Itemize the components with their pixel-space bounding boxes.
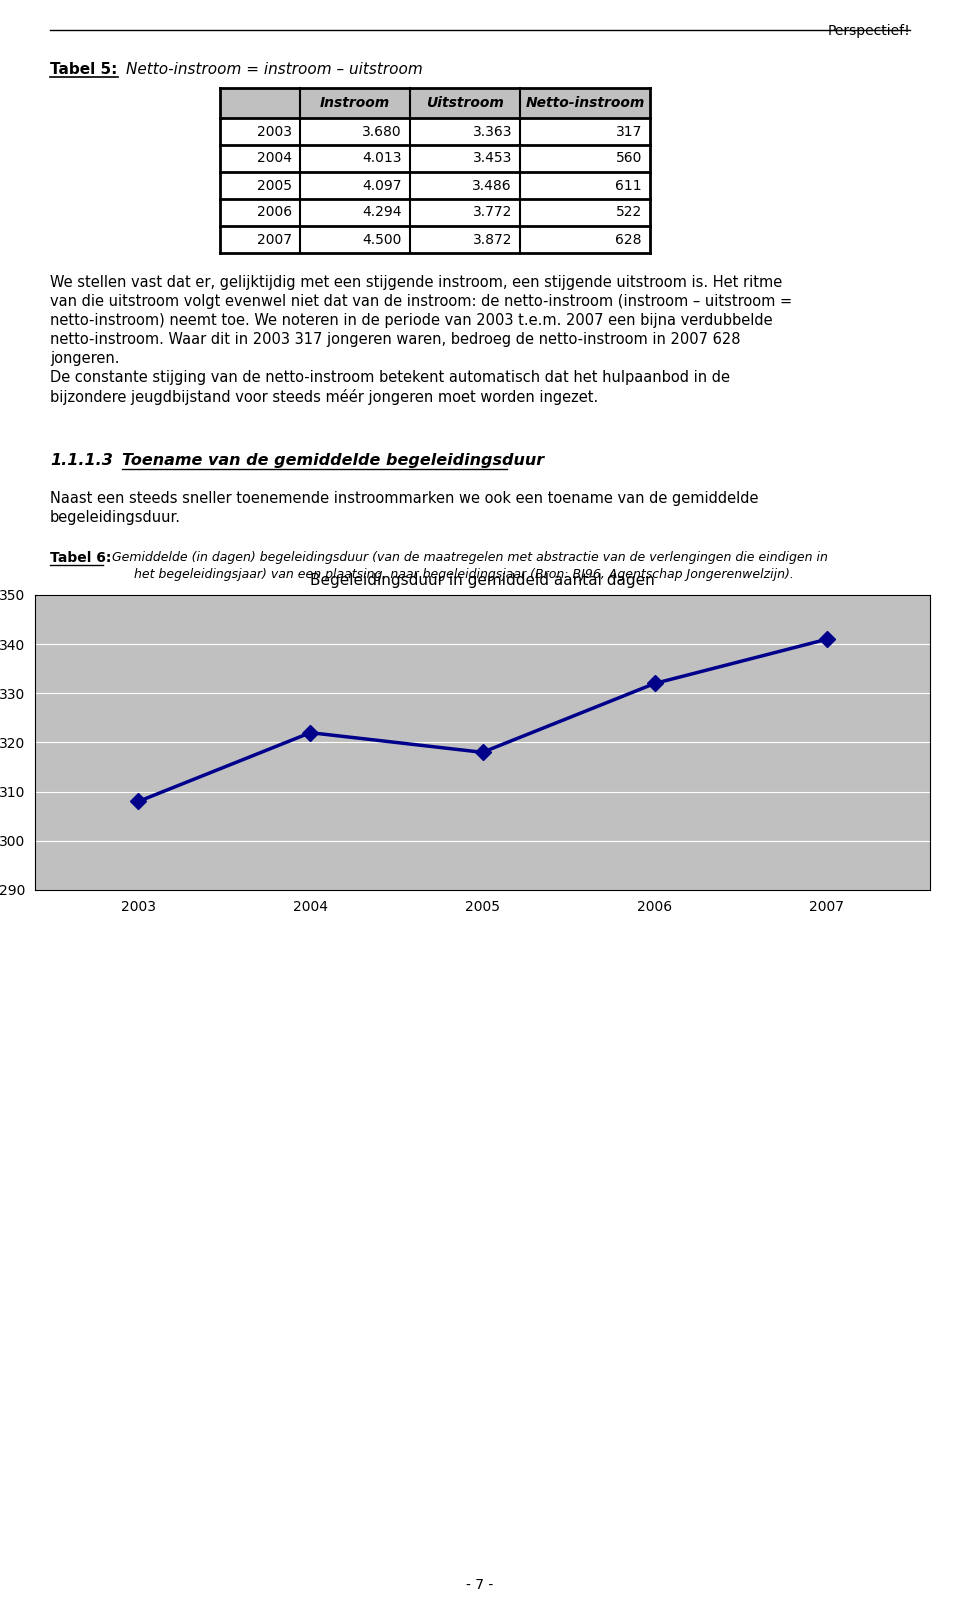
Text: 3.680: 3.680 (362, 124, 402, 139)
Text: netto-instroom. Waar dit in 2003 317 jongeren waren, bedroeg de netto-instroom i: netto-instroom. Waar dit in 2003 317 jon… (50, 332, 740, 347)
Text: Toename van de gemiddelde begeleidingsduur: Toename van de gemiddelde begeleidingsdu… (122, 453, 544, 468)
Bar (220, 89, 650, 118)
Text: 2003: 2003 (257, 124, 292, 139)
Text: van die uitstroom volgt evenwel niet dat van de instroom: de netto-instroom (ins: van die uitstroom volgt evenwel niet dat… (50, 294, 792, 310)
Text: 317: 317 (615, 124, 642, 139)
Text: 2004: 2004 (257, 152, 292, 166)
Text: 611: 611 (615, 179, 642, 192)
Text: Gemiddelde (in dagen) begeleidingsduur (van de maatregelen met abstractie van de: Gemiddelde (in dagen) begeleidingsduur (… (112, 552, 828, 565)
Text: - 7 -: - 7 - (467, 1578, 493, 1592)
Text: Netto-instroom = instroom – uitstroom: Netto-instroom = instroom – uitstroom (126, 61, 422, 77)
Text: 2005: 2005 (257, 179, 292, 192)
Text: bijzondere jeugdbijstand voor steeds méér jongeren moet worden ingezet.: bijzondere jeugdbijstand voor steeds méé… (50, 389, 598, 405)
Text: jongeren.: jongeren. (50, 352, 119, 366)
Text: Tabel 6:: Tabel 6: (50, 552, 111, 565)
Text: 1.1.1.3: 1.1.1.3 (50, 453, 113, 468)
Title: Begeleidingsduur in gemiddeld aantal dagen: Begeleidingsduur in gemiddeld aantal dag… (310, 573, 655, 589)
Text: 4.500: 4.500 (363, 232, 402, 247)
Text: het begeleidingsjaar) van een plaatsing, naar begeleidingsjaar (Bron: BJ96, Agen: het begeleidingsjaar) van een plaatsing,… (134, 568, 794, 581)
Text: Instroom: Instroom (320, 97, 390, 110)
Text: 2006: 2006 (257, 205, 292, 219)
Text: 3.872: 3.872 (472, 232, 512, 247)
Text: Naast een steeds sneller toenemende instroommarken we ook een toename van de gem: Naast een steeds sneller toenemende inst… (50, 490, 758, 506)
Text: 560: 560 (615, 152, 642, 166)
Text: Tabel 5:: Tabel 5: (50, 61, 117, 77)
Text: 4.097: 4.097 (363, 179, 402, 192)
Text: 628: 628 (615, 232, 642, 247)
Text: De constante stijging van de netto-instroom betekent automatisch dat het hulpaan: De constante stijging van de netto-instr… (50, 369, 730, 386)
Text: begeleidingsduur.: begeleidingsduur. (50, 510, 181, 524)
Text: 3.453: 3.453 (472, 152, 512, 166)
Text: Uitstroom: Uitstroom (426, 97, 504, 110)
Text: 3.363: 3.363 (472, 124, 512, 139)
Text: We stellen vast dat er, gelijktijdig met een stijgende instroom, een stijgende u: We stellen vast dat er, gelijktijdig met… (50, 274, 782, 290)
Text: 522: 522 (615, 205, 642, 219)
Text: 4.013: 4.013 (363, 152, 402, 166)
Text: Netto-instroom: Netto-instroom (525, 97, 645, 110)
Text: 3.486: 3.486 (472, 179, 512, 192)
Text: 3.772: 3.772 (472, 205, 512, 219)
Text: Perspectief!: Perspectief! (828, 24, 910, 39)
Text: 2007: 2007 (257, 232, 292, 247)
Text: 4.294: 4.294 (363, 205, 402, 219)
Text: netto-instroom) neemt toe. We noteren in de periode van 2003 t.e.m. 2007 een bij: netto-instroom) neemt toe. We noteren in… (50, 313, 773, 327)
